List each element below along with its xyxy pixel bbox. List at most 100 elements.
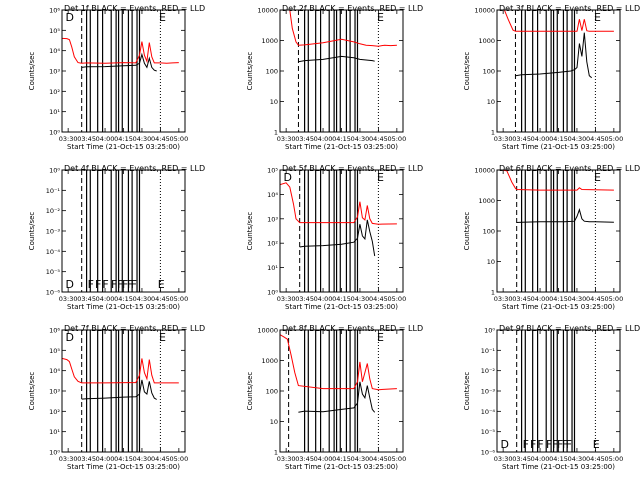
- x-tick-label: 04:00: [96, 135, 115, 143]
- x-tick-label: 04:00: [96, 295, 115, 303]
- x-tick-label: 05:00: [387, 455, 406, 463]
- x-tick-label: 04:30: [351, 295, 370, 303]
- marker-label: E: [377, 171, 384, 184]
- panel-title: Det 9f BLACK = Events, RED = LLD: [499, 324, 640, 333]
- x-tick-label: 03:45: [77, 455, 96, 463]
- x-tick-label: 04:45: [586, 295, 605, 303]
- x-axis-label: Start Time (21-Oct-15 03:25:00): [502, 463, 615, 471]
- marker-label: F: [117, 278, 123, 291]
- panel-title: Det 8f BLACK = Events, RED = LLD: [282, 324, 423, 333]
- lld-series-det8f: [280, 334, 397, 391]
- marker-label: D: [65, 331, 73, 344]
- marker-label: F: [523, 438, 529, 451]
- events-series-det3f: [515, 32, 593, 79]
- x-tick-label: 04:30: [133, 455, 152, 463]
- y-tick-label: 10⁻³: [46, 228, 61, 236]
- x-tick-label: 03:45: [512, 455, 531, 463]
- x-tick-label: 04:45: [586, 455, 605, 463]
- marker-label: F: [111, 278, 117, 291]
- x-tick-label: 04:00: [531, 295, 550, 303]
- x-tick-label: 05:00: [604, 455, 623, 463]
- y-tick-label: 10¹: [49, 108, 60, 116]
- plot-frame: [61, 9, 186, 133]
- marker-label: E: [159, 331, 166, 344]
- x-tick-label: 03:45: [295, 295, 314, 303]
- x-tick-label: 04:15: [332, 455, 351, 463]
- y-axis-label: Counts/sec: [463, 52, 471, 91]
- x-tick-label: 04:30: [133, 135, 152, 143]
- x-tick-label: 04:15: [332, 295, 351, 303]
- y-tick-label: 10¹: [49, 428, 60, 436]
- y-tick-label: 10⁴: [49, 367, 60, 375]
- x-tick-label: 04:30: [133, 295, 152, 303]
- marker-label: E: [159, 11, 166, 24]
- marker-label: D: [500, 438, 508, 451]
- y-axis-label: Counts/sec: [28, 372, 36, 411]
- y-tick-label: 10⁶: [49, 327, 60, 335]
- x-tick-label: 03:45: [512, 295, 531, 303]
- x-tick-label: 03:30: [494, 135, 513, 143]
- events-series-det1f: [81, 52, 157, 72]
- x-tick-label: 05:00: [604, 135, 623, 143]
- plot-frame: [496, 329, 621, 453]
- y-tick-label: 10⁻⁶: [481, 449, 496, 457]
- x-tick-label: 03:30: [59, 135, 78, 143]
- x-tick-label: 04:45: [369, 295, 388, 303]
- events-series-det8f: [298, 381, 376, 413]
- y-tick-label: 1000: [478, 197, 495, 205]
- panel-title: Det 6f BLACK = Events, RED = LLD: [499, 164, 640, 173]
- marker-label: E: [594, 11, 601, 24]
- x-axis-label: Start Time (21-Oct-15 03:25:00): [67, 463, 180, 471]
- y-tick-label: 10⁰: [484, 327, 495, 335]
- y-tick-label: 100: [483, 68, 495, 76]
- y-tick-label: 10000: [257, 327, 278, 335]
- panel-title: Det 4f BLACK = Events, RED = LLD: [64, 164, 205, 173]
- y-tick-label: 10⁻⁵: [46, 268, 61, 276]
- x-tick-label: 04:45: [151, 295, 170, 303]
- x-tick-label: 04:00: [96, 455, 115, 463]
- y-tick-label: 1: [274, 449, 278, 457]
- y-axis-label: Counts/sec: [28, 212, 36, 251]
- events-series-det5f: [299, 219, 376, 257]
- panel-title: Det 5f BLACK = Events, RED = LLD: [282, 164, 423, 173]
- x-tick-label: 04:00: [531, 135, 550, 143]
- y-tick-label: 10: [270, 418, 278, 426]
- y-tick-label: 10⁵: [49, 347, 60, 355]
- x-tick-label: 05:00: [169, 295, 188, 303]
- x-tick-label: 04:15: [549, 295, 568, 303]
- marker-label: E: [594, 171, 601, 184]
- x-tick-label: 04:45: [369, 135, 388, 143]
- y-tick-label: 10000: [474, 167, 495, 175]
- y-axis-label: Counts/sec: [246, 372, 254, 411]
- y-tick-label: 10⁻⁶: [46, 289, 61, 297]
- x-tick-label: 04:30: [568, 455, 587, 463]
- x-tick-label: 03:45: [295, 135, 314, 143]
- marker-label: D: [65, 11, 73, 24]
- y-tick-label: 100: [483, 228, 495, 236]
- marker-label: F: [95, 278, 101, 291]
- events-series-det2f: [298, 55, 375, 63]
- x-axis-label: Start Time (21-Oct-15 03:25:00): [285, 303, 398, 311]
- marker-label: F: [102, 278, 108, 291]
- events-series-det6f: [516, 208, 614, 223]
- y-tick-label: 10⁴: [49, 47, 60, 55]
- plot-frame: [61, 329, 186, 453]
- y-axis-label: Counts/sec: [463, 372, 471, 411]
- marker-label: F: [127, 278, 133, 291]
- y-tick-label: 100: [266, 388, 278, 396]
- x-tick-label: 03:30: [59, 295, 78, 303]
- x-tick-label: 04:15: [549, 455, 568, 463]
- y-tick-label: 10⁻⁴: [481, 408, 496, 416]
- lld-series-det5f: [280, 182, 397, 225]
- y-tick-label: 10⁻¹: [481, 347, 496, 355]
- plot-frame: [61, 169, 186, 293]
- x-tick-label: 03:30: [277, 455, 296, 463]
- x-tick-label: 03:45: [77, 295, 96, 303]
- marker-label: E: [158, 278, 165, 291]
- y-tick-label: 1: [274, 129, 278, 137]
